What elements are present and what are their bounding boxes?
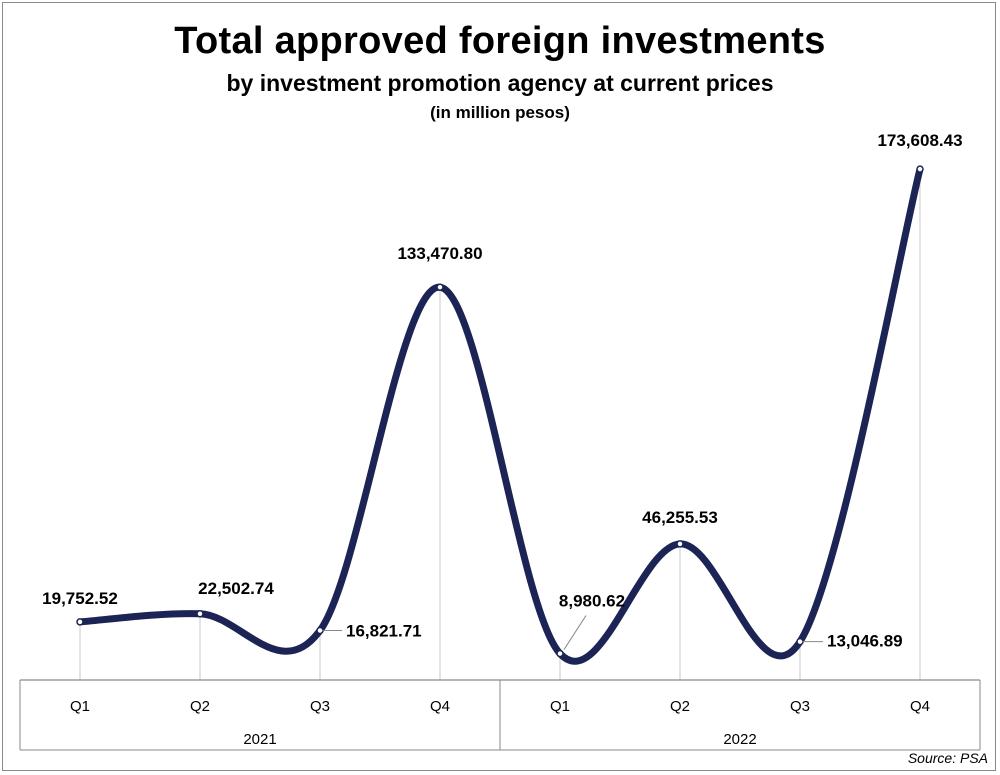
x-tick-label: Q1 bbox=[550, 698, 570, 715]
source-note: Source: PSA bbox=[907, 750, 988, 766]
unit-note: (in million pesos) bbox=[430, 103, 570, 122]
data-point-7 bbox=[916, 165, 924, 173]
series-line bbox=[76, 165, 924, 665]
data-label: 46,255.53 bbox=[642, 508, 718, 527]
data-point-4 bbox=[556, 649, 564, 658]
x-tick-label: Q4 bbox=[910, 698, 930, 715]
x-tick-label: Q4 bbox=[430, 698, 450, 715]
data-label: 133,470.80 bbox=[397, 244, 482, 263]
chart-subtitle: by investment promotion agency at curren… bbox=[226, 70, 774, 96]
x-tick-label: Q2 bbox=[670, 698, 690, 715]
data-label: 13,046.89 bbox=[827, 632, 903, 651]
data-point-0 bbox=[76, 618, 84, 626]
data-label: 19,752.52 bbox=[42, 589, 118, 608]
x-tick-label: Q3 bbox=[310, 698, 330, 715]
chart-title: Total approved foreign investments bbox=[174, 20, 826, 62]
x-tick-label: Q1 bbox=[70, 698, 90, 715]
data-point-3 bbox=[436, 283, 444, 291]
data-point-5 bbox=[676, 540, 684, 548]
data-point-1 bbox=[196, 610, 204, 618]
data-label: 22,502.74 bbox=[198, 579, 274, 598]
data-label: 16,821.71 bbox=[346, 621, 422, 640]
leader-line bbox=[563, 615, 587, 650]
x-tick-label: Q2 bbox=[190, 698, 210, 715]
x-group-label: 2021 bbox=[243, 731, 276, 748]
x-tick-label: Q3 bbox=[790, 698, 810, 715]
x-group-label: 2022 bbox=[723, 731, 756, 748]
data-label: 173,608.43 bbox=[877, 131, 962, 150]
data-label: 8,980.62 bbox=[559, 592, 625, 611]
